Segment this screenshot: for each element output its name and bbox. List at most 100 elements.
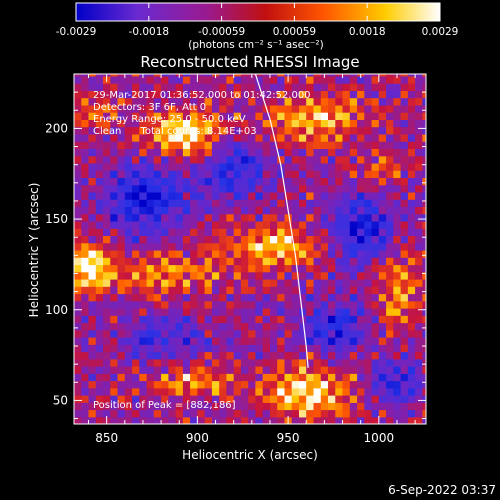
- heatmap-cell: [400, 213, 409, 222]
- heatmap-cell: [139, 112, 148, 120]
- heatmap-cell: [175, 90, 184, 99]
- heatmap-cell: [306, 242, 315, 251]
- heatmap-cell: [299, 220, 307, 229]
- heatmap-cell: [328, 119, 336, 128]
- heatmap-cell: [95, 112, 104, 120]
- heatmap-cell: [117, 358, 126, 367]
- heatmap-cell: [219, 307, 228, 316]
- heatmap-cell: [204, 177, 213, 186]
- heatmap-cell: [153, 278, 162, 287]
- heatmap-cell: [81, 249, 90, 258]
- heatmap-cell: [313, 329, 322, 338]
- heatmap-cell: [139, 286, 148, 295]
- heatmap-cell: [153, 322, 162, 331]
- heatmap-cell: [284, 344, 293, 353]
- heatmap-cell: [248, 278, 257, 287]
- heatmap-cell: [74, 191, 82, 200]
- heatmap-cell: [255, 170, 264, 178]
- heatmap-cell: [386, 148, 394, 157]
- heatmap-cell: [386, 184, 394, 193]
- heatmap-cell: [124, 170, 133, 178]
- heatmap-cell: [378, 83, 387, 91]
- heatmap-cell: [313, 112, 322, 120]
- heatmap-cell: [81, 278, 90, 287]
- heatmap-cell: [342, 387, 351, 396]
- heatmap-cell: [146, 366, 155, 374]
- heatmap-cell: [219, 104, 228, 113]
- heatmap-cell: [132, 220, 140, 229]
- heatmap-cell: [378, 300, 387, 309]
- heatmap-cell: [284, 395, 293, 403]
- heatmap-cell: [211, 83, 220, 91]
- heatmap-cell: [211, 155, 220, 164]
- heatmap-cell: [357, 402, 365, 411]
- heatmap-cell: [378, 249, 387, 258]
- heatmap-cell: [400, 83, 409, 91]
- heatmap-cell: [226, 191, 235, 200]
- heatmap-cell: [371, 416, 380, 424]
- heatmap-cell: [81, 242, 90, 251]
- heatmap-cell: [240, 184, 249, 193]
- heatmap-cell: [400, 278, 409, 287]
- heatmap-cell: [248, 358, 257, 367]
- heatmap-cell: [291, 329, 300, 338]
- heatmap-cell: [342, 257, 351, 266]
- colorbar-tick-label: 0.0029: [422, 26, 459, 38]
- heatmap-cell: [393, 264, 402, 273]
- heatmap-cell: [277, 126, 286, 135]
- heatmap-cell: [422, 213, 426, 222]
- heatmap-cell: [168, 329, 177, 338]
- heatmap-cell: [328, 416, 336, 424]
- heatmap-cell: [211, 206, 220, 215]
- heatmap-cell: [357, 409, 365, 418]
- heatmap-cell: [161, 351, 169, 360]
- heatmap-cell: [182, 358, 191, 367]
- heatmap-cell: [306, 315, 315, 324]
- heatmap-cell: [226, 199, 235, 207]
- heatmap-cell: [211, 366, 220, 374]
- heatmap-cell: [74, 148, 82, 157]
- heatmap-cell: [233, 155, 242, 164]
- heatmap-cell: [313, 395, 322, 403]
- heatmap-cell: [248, 126, 257, 135]
- heatmap-cell: [219, 74, 228, 77]
- heatmap-cell: [342, 358, 351, 367]
- heatmap-cell: [357, 380, 365, 389]
- heatmap-cell: [277, 286, 286, 295]
- heatmap-cell: [182, 191, 191, 200]
- heatmap-cell: [393, 366, 402, 374]
- heatmap-cell: [190, 141, 198, 149]
- heatmap-cell: [240, 366, 249, 374]
- heatmap-cell: [299, 162, 307, 171]
- heatmap-cell: [284, 235, 293, 244]
- heatmap-cell: [139, 220, 148, 229]
- heatmap-cell: [335, 170, 344, 178]
- heatmap-cell: [357, 75, 365, 84]
- heatmap-cell: [240, 104, 249, 113]
- heatmap-cell: [371, 395, 380, 403]
- heatmap-cell: [393, 278, 402, 287]
- heatmap-cell: [255, 74, 264, 77]
- heatmap-cell: [190, 402, 198, 411]
- heatmap-cell: [226, 235, 235, 244]
- heatmap-cell: [211, 242, 220, 251]
- heatmap-cell: [110, 170, 119, 178]
- heatmap-cell: [407, 416, 416, 424]
- heatmap-cell: [349, 315, 358, 324]
- heatmap-cell: [284, 249, 293, 258]
- heatmap-cell: [139, 344, 148, 353]
- heatmap-cell: [88, 148, 97, 157]
- heatmap-cell: [342, 402, 351, 411]
- heatmap-cell: [328, 257, 336, 266]
- heatmap-cell: [110, 199, 119, 207]
- heatmap-cell: [284, 322, 293, 331]
- heatmap-cell: [407, 249, 416, 258]
- heatmap-cell: [233, 90, 242, 99]
- heatmap-cell: [277, 206, 286, 215]
- heatmap-cell: [219, 351, 228, 360]
- heatmap-cell: [313, 141, 322, 149]
- heatmap-cell: [407, 141, 416, 149]
- heatmap-cell: [88, 257, 97, 266]
- heatmap-cell: [124, 104, 133, 113]
- heatmap-cell: [415, 337, 423, 345]
